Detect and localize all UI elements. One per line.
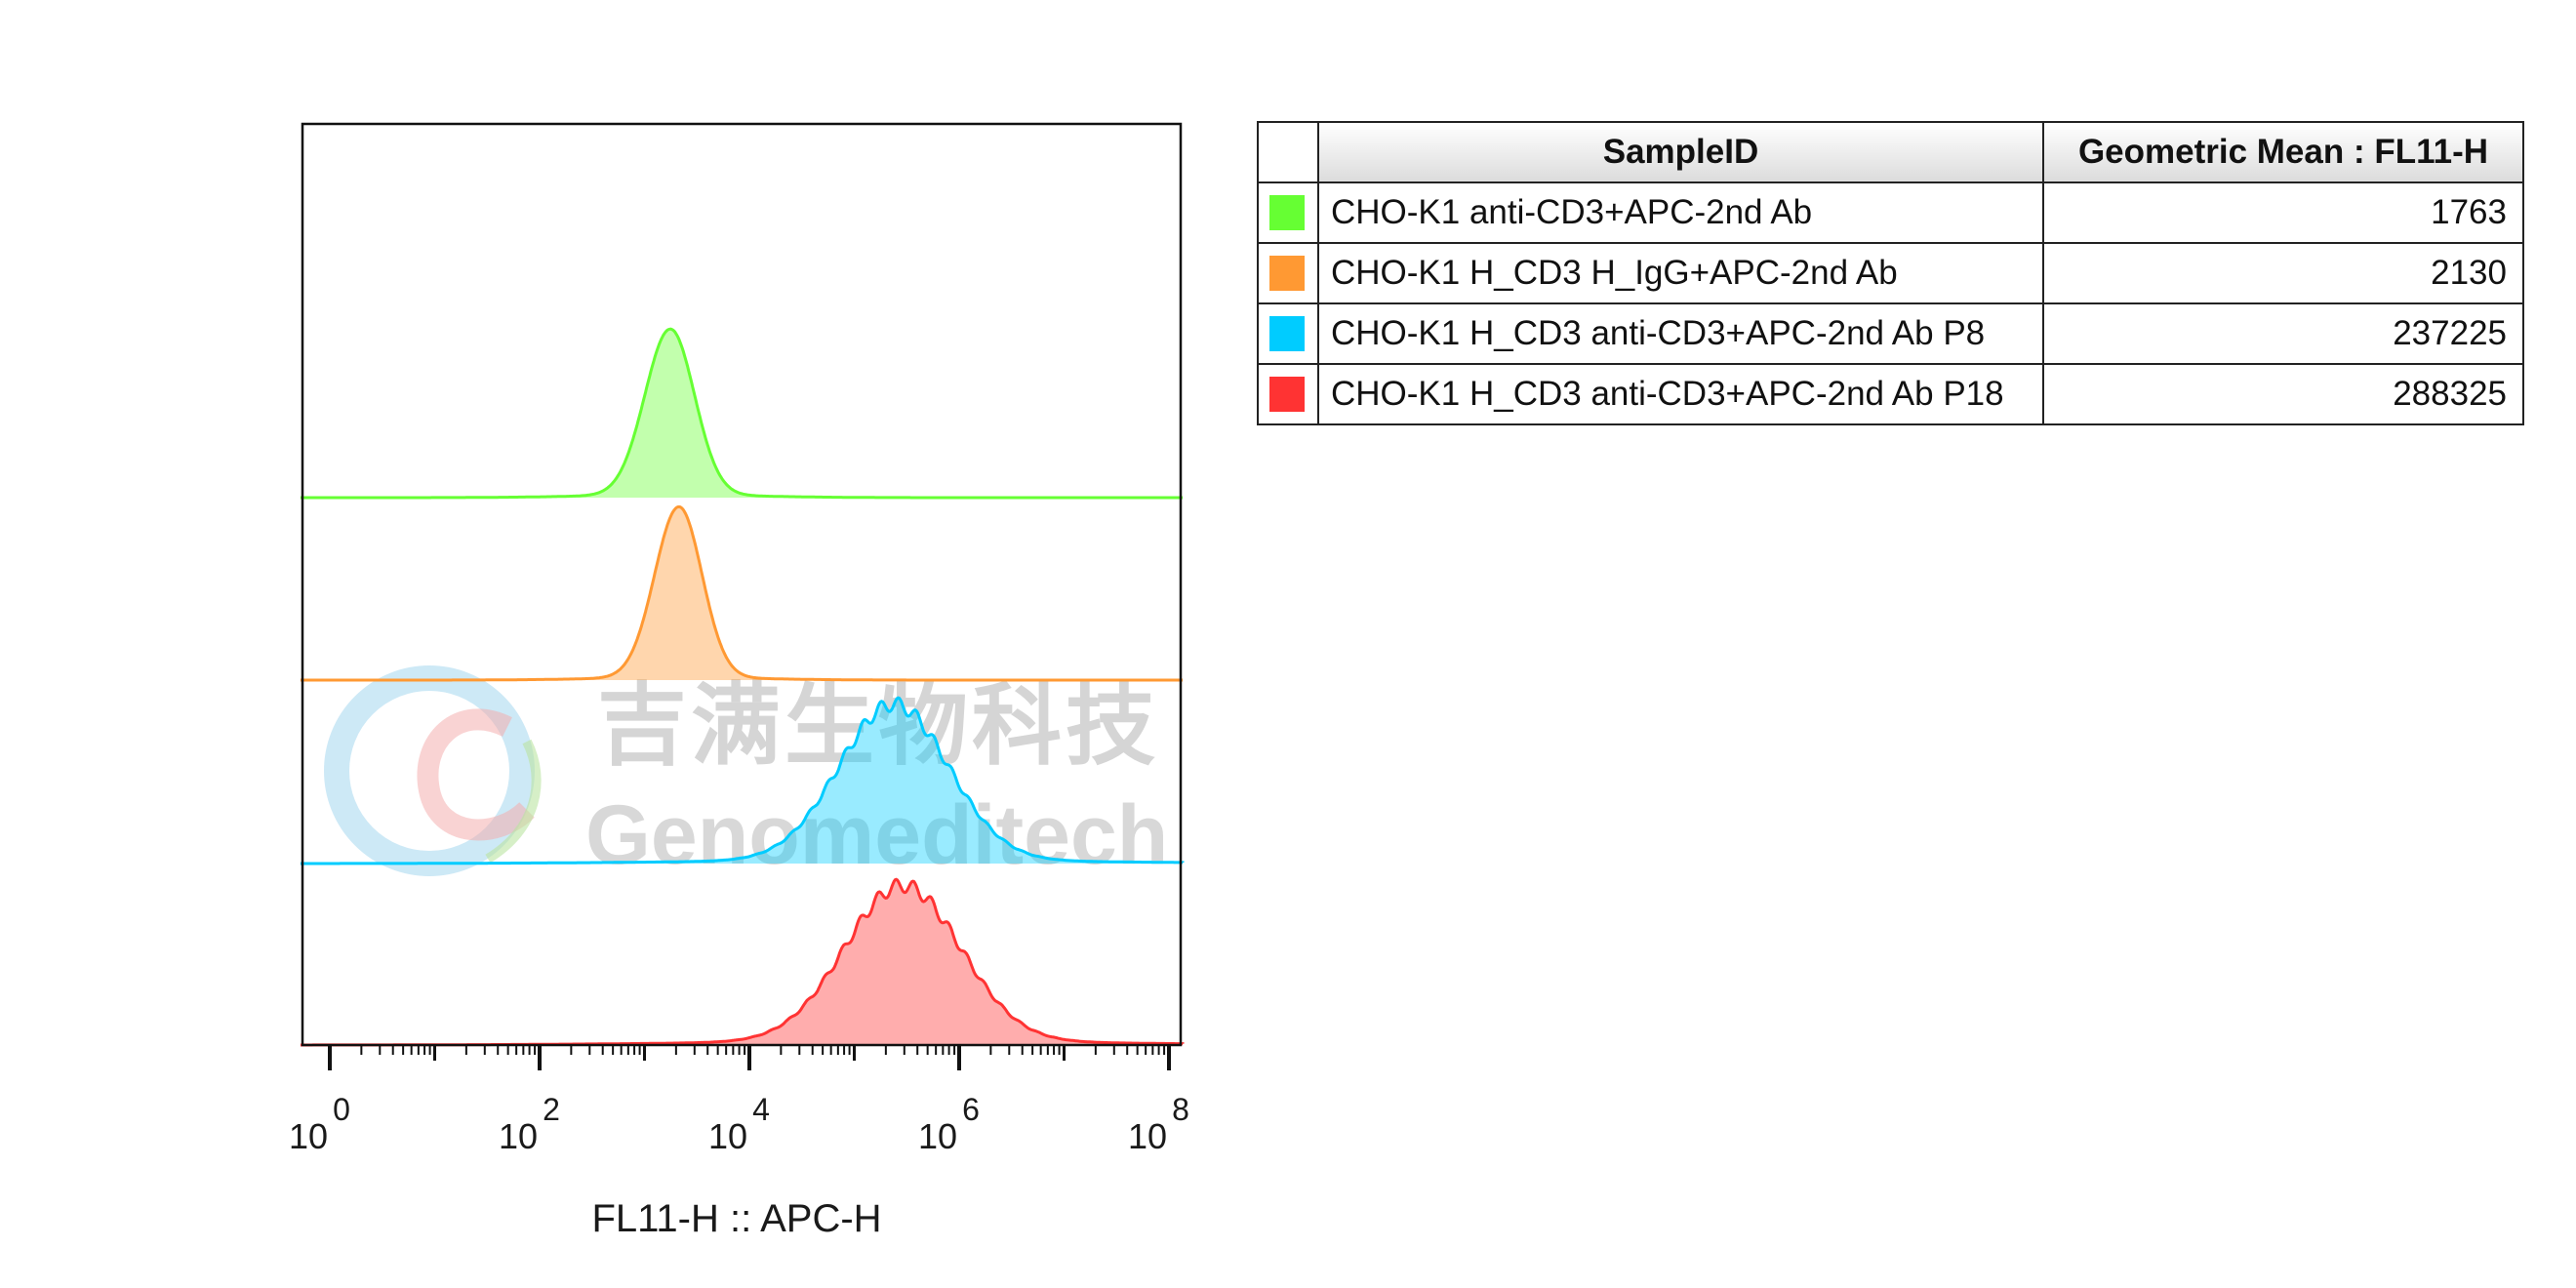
legend-geometric-mean: 1763 (2042, 181, 2524, 244)
histogram-outline-1 (301, 327, 1183, 500)
histogram-fill-1 (301, 329, 1183, 498)
x-tick-label-base-1: 10 (499, 1116, 538, 1156)
swatch-column-header (1257, 121, 1319, 183)
legend-color-swatch (1269, 195, 1305, 230)
x-tick-label-base-4: 10 (1128, 1116, 1167, 1156)
x-axis-label: FL11-H :: APC-H (591, 1197, 881, 1240)
histogram-fill-2 (301, 506, 1183, 680)
legend-color-swatch (1269, 316, 1305, 351)
x-tick-label-exp-3: 6 (962, 1092, 980, 1127)
x-tick-label-exp-0: 0 (333, 1092, 350, 1127)
x-axis-ticks (328, 1045, 1171, 1070)
x-tick-label-exp-2: 4 (752, 1092, 770, 1127)
x-tick-label-exp-1: 2 (543, 1092, 560, 1127)
sample-legend-table: SampleID Geometric Mean : FL11-H CHO-K1 … (1257, 121, 2524, 425)
legend-color-swatch (1269, 256, 1305, 291)
legend-swatch-cell (1257, 302, 1319, 365)
watermark-logo: 吉满生物科技 Genomeditech (324, 665, 1168, 882)
legend-swatch-cell (1257, 242, 1319, 304)
legend-sample-id: CHO-K1 anti-CD3+APC-2nd Ab (1317, 181, 2044, 244)
histogram-fill-4 (301, 879, 1183, 1045)
watermark-en-text: Genomeditech (585, 788, 1168, 882)
histogram-fill-3 (301, 698, 1183, 864)
watermark-cn-text: 吉满生物科技 (597, 673, 1159, 778)
legend-sample-id: CHO-K1 H_CD3 anti-CD3+APC-2nd Ab P8 (1317, 302, 2044, 365)
histogram-outline-3 (301, 696, 1185, 865)
legend-row-3: CHO-K1 H_CD3 anti-CD3+APC-2nd Ab P8 23722… (1257, 302, 2524, 365)
legend-row-4: CHO-K1 H_CD3 anti-CD3+APC-2nd Ab P18 2883… (1257, 363, 2524, 425)
legend-sample-id: CHO-K1 H_CD3 H_IgG+APC-2nd Ab (1317, 242, 2044, 304)
legend-swatch-cell (1257, 363, 1319, 425)
legend-swatch-cell (1257, 181, 1319, 244)
x-tick-label-exp-4: 8 (1172, 1092, 1189, 1127)
histogram-outline-2 (301, 504, 1183, 682)
legend-sample-id: CHO-K1 H_CD3 anti-CD3+APC-2nd Ab P18 (1317, 363, 2044, 425)
legend-geometric-mean: 2130 (2042, 242, 2524, 304)
legend-row-2: CHO-K1 H_CD3 H_IgG+APC-2nd Ab 2130 (1257, 242, 2524, 304)
plot-frame (301, 122, 1183, 1047)
sample-id-header: SampleID (1317, 121, 2044, 183)
geometric-mean-header: Geometric Mean : FL11-H (2042, 121, 2524, 183)
legend-geometric-mean: 237225 (2042, 302, 2524, 365)
legend-color-swatch (1269, 377, 1305, 412)
histogram-outline-4 (301, 877, 1185, 1047)
x-tick-label-base-2: 10 (708, 1116, 747, 1156)
x-tick-label-base-0: 10 (289, 1116, 328, 1156)
legend-geometric-mean: 288325 (2042, 363, 2524, 425)
legend-row-1: CHO-K1 anti-CD3+APC-2nd Ab 1763 (1257, 181, 2524, 244)
x-tick-label-base-3: 10 (918, 1116, 957, 1156)
